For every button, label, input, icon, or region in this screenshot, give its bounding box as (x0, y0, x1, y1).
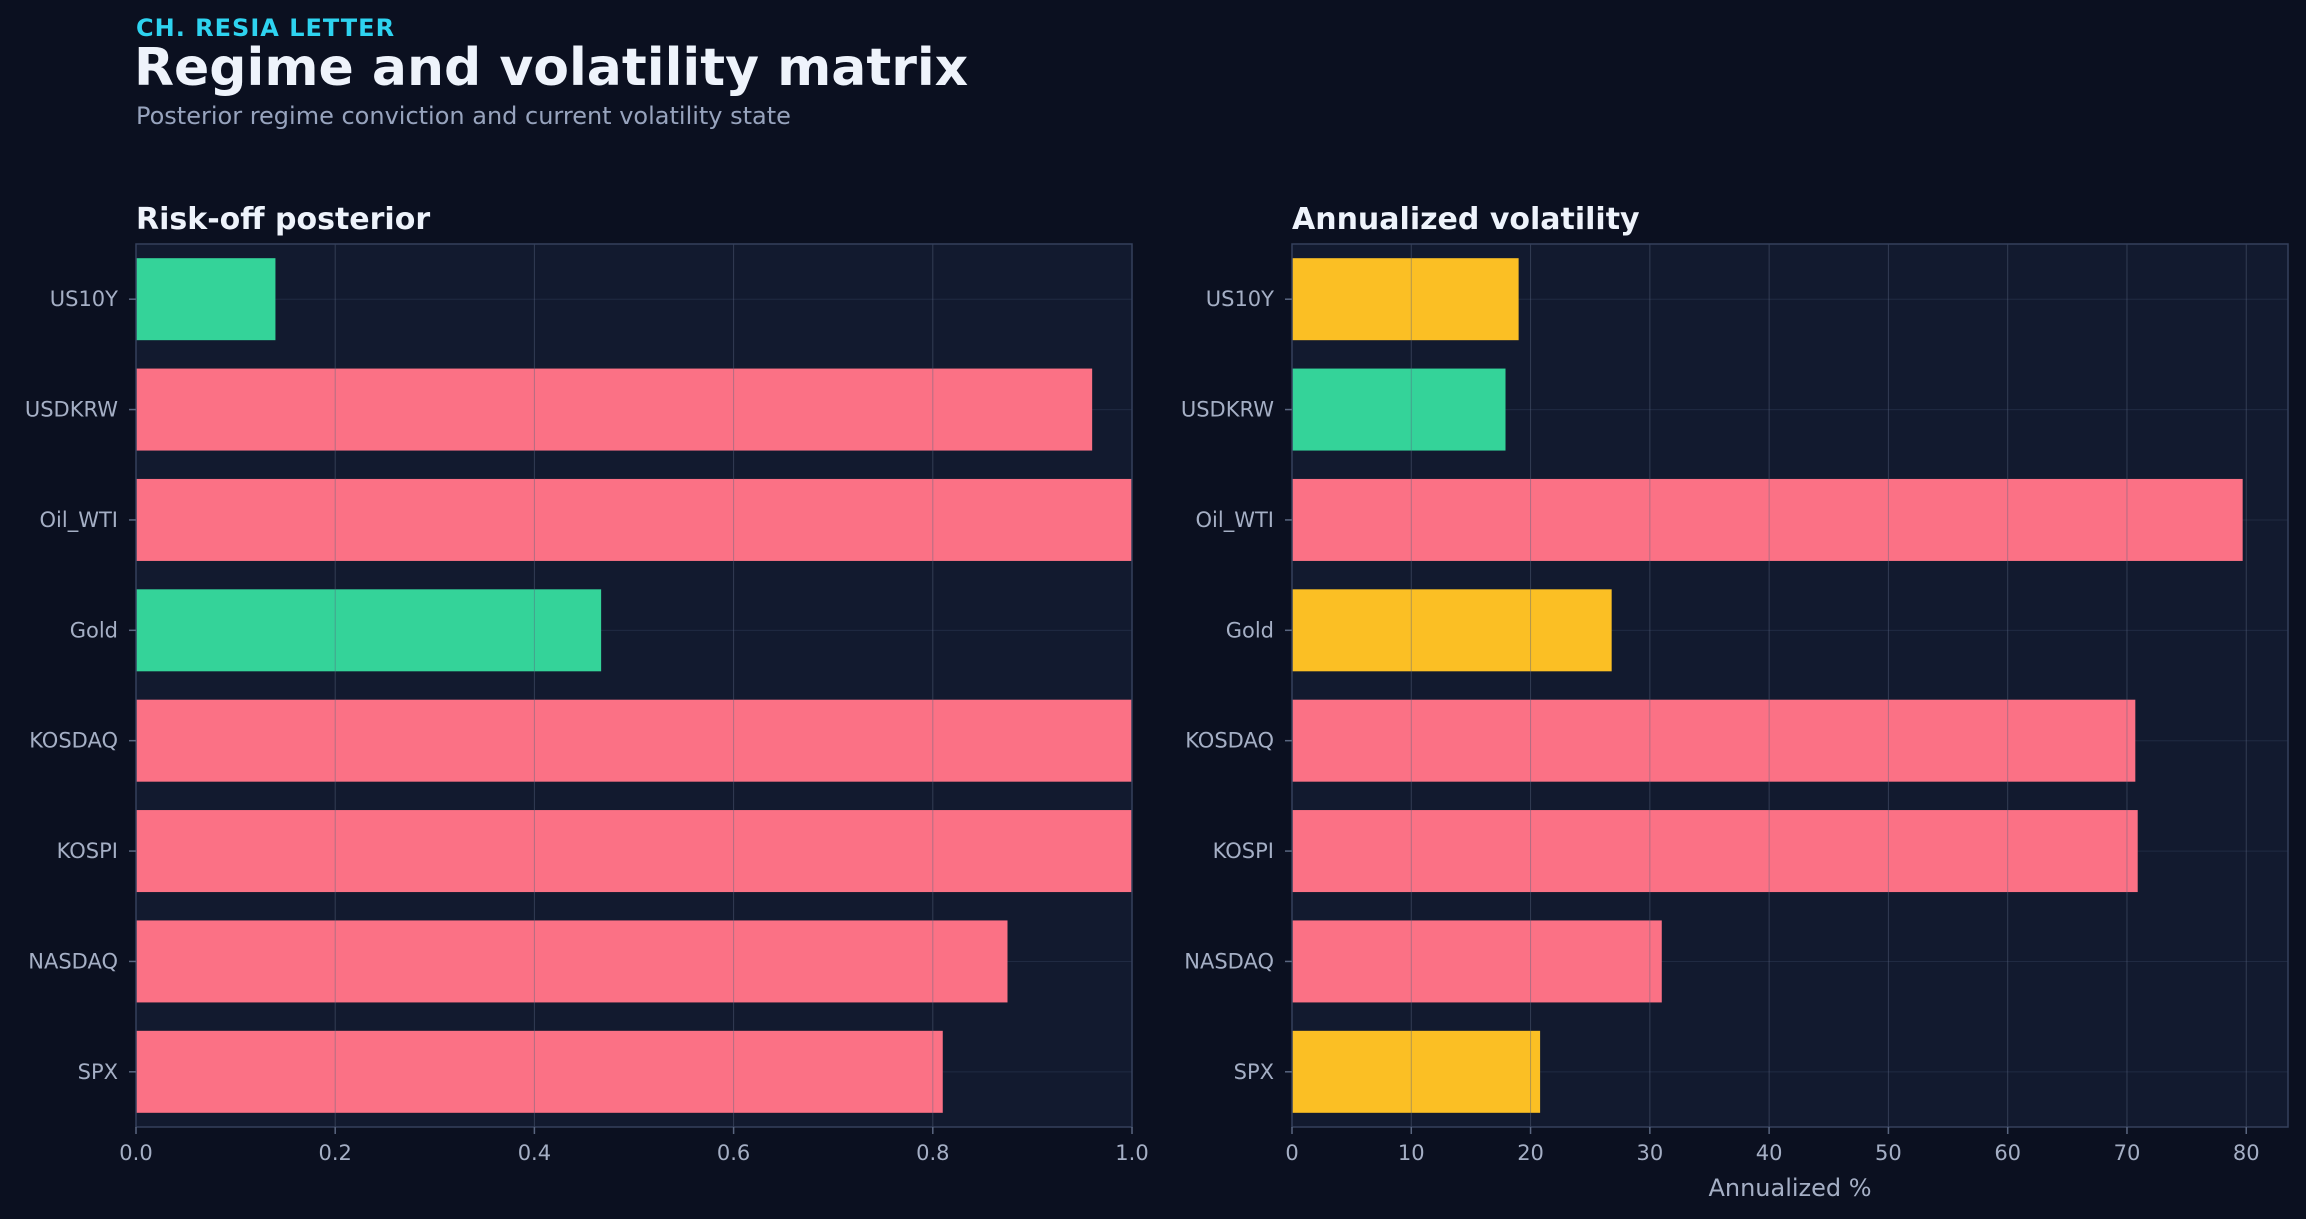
y-tick-label-spx: SPX (1234, 1060, 1274, 1084)
risk-off-posterior-chart: US10Y USDKRW Oil_WTI Gold KOSDAQ KOSPI NASDAQ S… (25, 243, 1149, 1165)
bar-nasdaq (136, 920, 1008, 1003)
bar-oil-wti (1292, 478, 2243, 561)
volatility-panel-title: Annualized volatility (1292, 202, 1640, 237)
x-axis-title: Annualized % (1708, 1174, 1871, 1202)
x-tick-label: 10 (1398, 1141, 1425, 1165)
x-tick-label: 0.8 (916, 1141, 949, 1165)
bar-kosdaq (136, 699, 1132, 782)
page-title: Regime and volatility matrix (134, 38, 969, 98)
y-tick-label-kospi: KOSPI (57, 839, 118, 863)
x-tick-label: 30 (1636, 1141, 1663, 1165)
bar-oil-wti (136, 478, 1132, 561)
y-tick-label-kosdaq: KOSDAQ (1185, 729, 1274, 753)
x-tick-label: 0.4 (518, 1141, 551, 1165)
y-tick-label-nasdaq: NASDAQ (28, 949, 118, 973)
bar-kospi (1292, 810, 2138, 893)
plot-frame (135, 243, 1133, 1128)
y-tick-label-kosdaq: KOSDAQ (29, 729, 118, 753)
risk-off-panel-title: Risk-off posterior (136, 202, 431, 237)
x-tick-label: 80 (2233, 1141, 2260, 1165)
bar-gold (1292, 589, 1612, 672)
y-tick-label-oil-wti: Oil_WTI (40, 508, 118, 533)
y-tick-label-us10y: US10Y (1206, 287, 1274, 311)
y-tick-label-gold: Gold (70, 618, 118, 642)
report-kicker: CH. RESIA LETTER (136, 14, 396, 42)
x-tick-label: 0 (1285, 1141, 1298, 1165)
annualized-volatility-chart: US10Y USDKRW Oil_WTI Gold KOSDAQ KOSPI NASDAQ S… (1181, 243, 2289, 1202)
x-tick-label: 20 (1517, 1141, 1544, 1165)
bar-us10y (1292, 258, 1519, 341)
y-tick-label-usdkrw: USDKRW (1181, 398, 1274, 422)
bar-spx (136, 1030, 943, 1113)
bar-usdkrw (136, 368, 1093, 451)
bar-us10y (136, 258, 276, 341)
y-tick-label-oil-wti: Oil_WTI (1196, 508, 1274, 533)
page-subtitle: Posterior regime conviction and current … (136, 102, 791, 130)
bar-kosdaq (1292, 699, 2136, 782)
x-tick-label: 0.0 (119, 1141, 152, 1165)
bar-nasdaq (1292, 920, 1662, 1003)
y-tick-label-gold: Gold (1226, 618, 1274, 642)
bar-kospi (136, 810, 1132, 893)
x-tick-label: 70 (2114, 1141, 2141, 1165)
bar-spx (1292, 1030, 1541, 1113)
x-tick-label: 50 (1875, 1141, 1902, 1165)
y-tick-label-usdkrw: USDKRW (25, 398, 118, 422)
x-tick-label: 0.2 (318, 1141, 351, 1165)
y-tick-label-nasdaq: NASDAQ (1184, 949, 1274, 973)
bar-usdkrw (1292, 368, 1506, 451)
y-tick-label-us10y: US10Y (50, 287, 118, 311)
x-tick-label: 40 (1756, 1141, 1783, 1165)
x-tick-label: 0.6 (717, 1141, 750, 1165)
bar-gold (136, 589, 602, 672)
plot-frame (1291, 243, 2289, 1128)
y-tick-label-kospi: KOSPI (1213, 839, 1274, 863)
x-tick-label: 1.0 (1115, 1141, 1148, 1165)
x-tick-label: 60 (1994, 1141, 2021, 1165)
y-tick-label-spx: SPX (78, 1060, 118, 1084)
